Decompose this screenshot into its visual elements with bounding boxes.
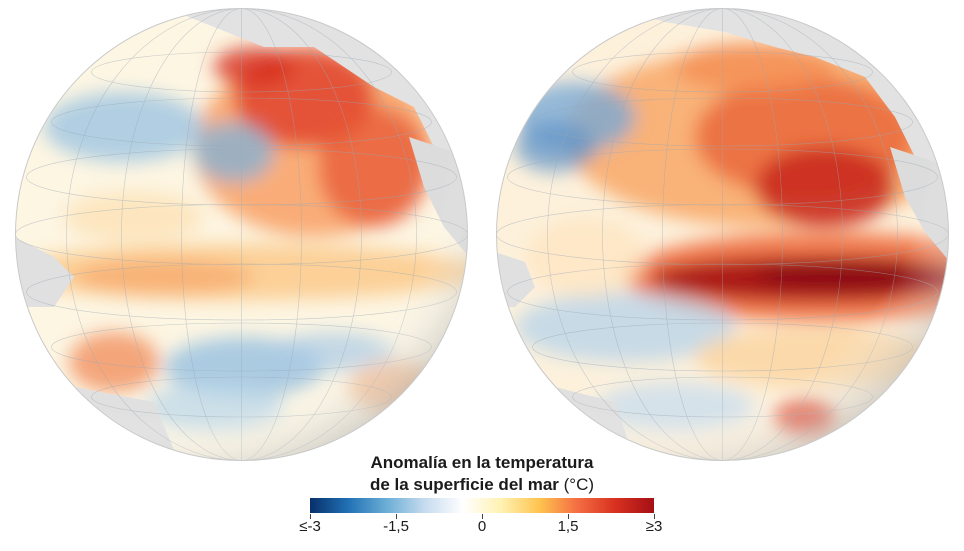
globe-left-map [15, 8, 468, 461]
legend-unit: (°C) [563, 475, 595, 494]
legend-title: Anomalía en la temperatura de la superfi… [290, 452, 674, 496]
globe-right-map [496, 8, 949, 461]
colorbar-tick-label: ≥3 [645, 518, 663, 535]
colorbar [310, 498, 654, 513]
legend-title-line1: Anomalía en la temperatura [370, 453, 594, 472]
legend: Anomalía en la temperatura de la superfi… [290, 452, 674, 547]
legend-title-line2-text: de la superficie del mar [369, 475, 559, 494]
colorbar-tick-mark [309, 514, 311, 519]
colorbar-tick-mark [567, 514, 569, 519]
colorbar-tick-mark [481, 514, 483, 519]
colorbar-tick-label: 1,5 [557, 518, 579, 535]
colorbar-tick-label: ≤-3 [299, 518, 321, 535]
colorbar-tick-label: 0 [477, 518, 487, 535]
legend-title-line2: de la superficie del mar (°C) [290, 474, 674, 496]
globe-right [495, 7, 950, 462]
colorbar-tick-label: -1,5 [383, 518, 409, 535]
colorbar-tick-mark [395, 514, 397, 519]
globe-left [14, 7, 469, 462]
colorbar-tick-mark [653, 514, 655, 519]
